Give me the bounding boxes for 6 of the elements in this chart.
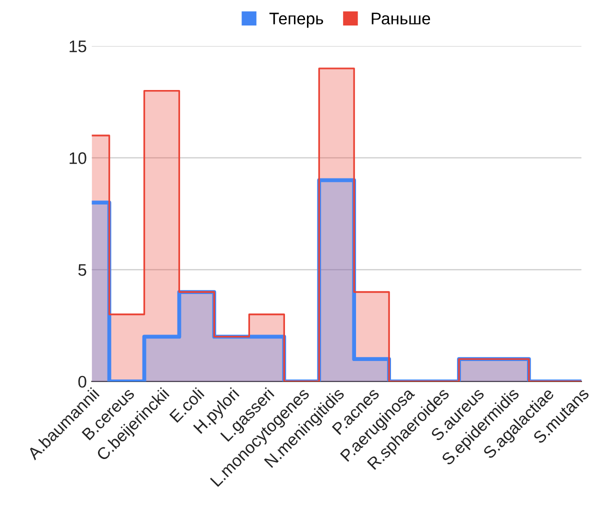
y-tick-label: 10 bbox=[70, 152, 86, 164]
legend-label: Раньше bbox=[372, 12, 430, 24]
legend-label: Теперь bbox=[269, 12, 324, 28]
y-tick-label: 5 bbox=[78, 264, 86, 276]
y-tick-label: 0 bbox=[78, 376, 86, 388]
y-tick-label: 15 bbox=[70, 40, 86, 52]
